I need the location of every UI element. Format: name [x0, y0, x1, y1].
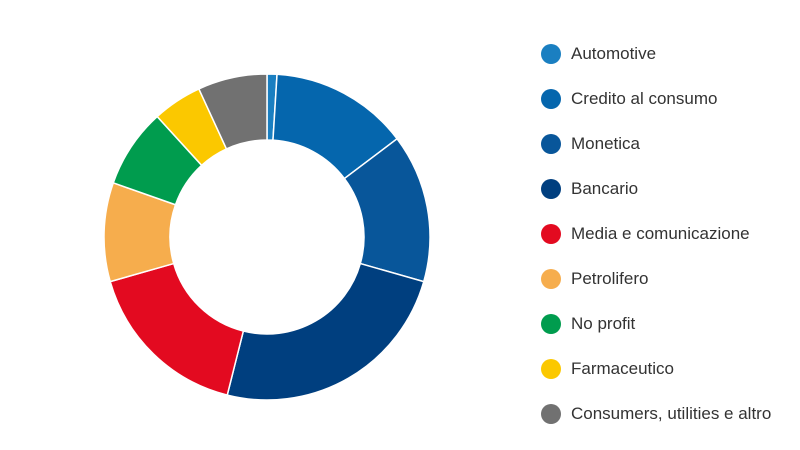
slice-consumers-utilities-e-altro[interactable] [197, 73, 268, 150]
legend-item-farmaceutico[interactable]: Farmaceutico [541, 346, 771, 391]
legend-item-consumers-utilities-e-altro[interactable]: Consumers, utilities e altro [541, 391, 771, 436]
legend-item-petrolifero[interactable]: Petrolifero [541, 256, 771, 301]
legend-item-automotive[interactable]: Automotive [541, 31, 771, 76]
legend-label-farmaceutico: Farmaceutico [571, 358, 674, 378]
slice-bancario[interactable] [226, 262, 425, 401]
legend-swatch-bancario [541, 178, 561, 199]
slice-media-e-comunicazione[interactable] [109, 262, 245, 396]
legend-swatch-media-e-comunicazione [541, 223, 561, 244]
legend-swatch-monetica [541, 133, 561, 154]
legend-item-media-e-comunicazione[interactable]: Media e comunicazione [541, 211, 771, 256]
legend-swatch-petrolifero [541, 268, 561, 289]
legend-swatch-automotive [541, 43, 561, 64]
legend-item-bancario[interactable]: Bancario [541, 166, 771, 211]
legend-item-credito-al-consumo[interactable]: Credito al consumo [541, 76, 771, 121]
legend-item-no-profit[interactable]: No profit [541, 301, 771, 346]
legend-label-bancario: Bancario [571, 178, 639, 198]
legend-label-monetica: Monetica [571, 133, 640, 153]
legend-swatch-credito-al-consumo [541, 88, 561, 109]
legend-item-monetica[interactable]: Monetica [541, 121, 771, 166]
legend-swatch-consumers-utilities-e-altro [541, 403, 561, 424]
legend-label-consumers-utilities-e-altro: Consumers, utilities e altro [571, 403, 772, 423]
legend-label-automotive: Automotive [571, 43, 657, 63]
legend-label-no-profit: No profit [571, 313, 636, 333]
legend: Automotive Credito al consumo Monetica B… [541, 31, 771, 436]
legend-label-petrolifero: Petrolifero [571, 268, 649, 288]
slices-group [103, 73, 431, 401]
legend-swatch-farmaceutico [541, 358, 561, 379]
legend-label-media-e-comunicazione: Media e comunicazione [571, 223, 750, 243]
legend-swatch-no-profit [541, 313, 561, 334]
legend-label-credito-al-consumo: Credito al consumo [571, 88, 718, 108]
